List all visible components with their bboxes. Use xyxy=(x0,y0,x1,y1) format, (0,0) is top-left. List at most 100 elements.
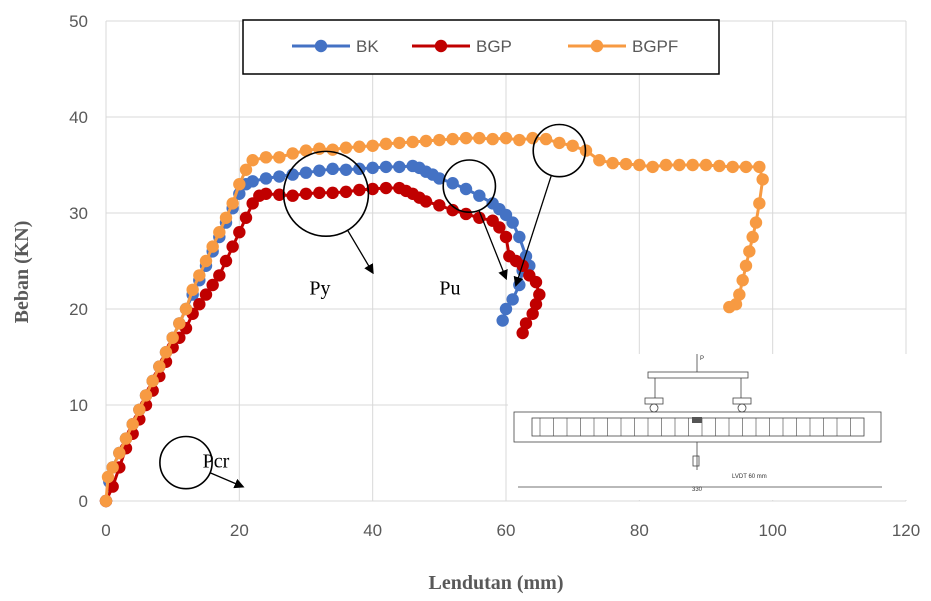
x-tick-label: 60 xyxy=(497,521,516,540)
data-point xyxy=(239,163,253,176)
data-point xyxy=(339,185,353,199)
data-point xyxy=(166,331,179,344)
annotation-layer: Py Pu Pcr xyxy=(159,123,587,490)
data-point xyxy=(473,131,486,145)
data-point xyxy=(393,136,406,150)
data-point xyxy=(473,211,486,224)
data-point xyxy=(233,178,246,191)
data-point xyxy=(146,374,159,388)
data-point xyxy=(226,240,239,253)
x-axis-title: Lendutan (mm) xyxy=(428,572,563,594)
data-point xyxy=(193,298,206,311)
legend-label: BK xyxy=(356,37,379,56)
data-point xyxy=(286,147,299,160)
data-point xyxy=(353,140,366,153)
data-point xyxy=(526,131,539,145)
data-point xyxy=(493,221,506,234)
data-point xyxy=(739,160,753,174)
data-point xyxy=(713,159,726,173)
data-point xyxy=(179,302,193,316)
data-point xyxy=(619,157,633,171)
data-point xyxy=(593,154,606,167)
data-point xyxy=(206,278,219,292)
data-point xyxy=(516,326,529,340)
data-point xyxy=(246,154,259,167)
data-point xyxy=(213,226,226,239)
data-point xyxy=(606,156,619,170)
x-ticks: 0 20 40 60 80 100 120 xyxy=(101,521,920,540)
annotation-label-pcr: Pcr xyxy=(203,450,230,472)
annotation-arrow xyxy=(478,210,508,281)
data-point xyxy=(486,132,499,146)
data-point xyxy=(533,288,546,301)
data-point xyxy=(519,250,533,263)
legend-label: BGP xyxy=(476,37,512,56)
data-point xyxy=(106,461,119,474)
beam-setup-diagram: P LVDT 60 mm 330 xyxy=(508,354,910,500)
data-point xyxy=(366,161,379,175)
data-point xyxy=(446,132,459,146)
legend: BK BGP BGPF xyxy=(242,19,720,75)
annotation-arrow xyxy=(513,175,552,287)
data-point xyxy=(433,133,446,147)
beam-stirrups xyxy=(539,418,851,436)
data-point xyxy=(529,298,543,311)
data-point xyxy=(419,134,433,148)
data-point xyxy=(756,173,769,186)
data-point xyxy=(299,187,313,200)
data-point xyxy=(313,186,326,200)
annotation-label-py: Py xyxy=(309,278,330,300)
data-point xyxy=(646,160,659,174)
data-point xyxy=(753,160,766,174)
data-point xyxy=(193,269,206,282)
data-point xyxy=(499,131,513,145)
data-point xyxy=(393,160,406,174)
data-point xyxy=(446,177,459,190)
data-point xyxy=(673,158,686,172)
highlight-circle xyxy=(282,150,370,238)
data-point xyxy=(106,480,119,493)
data-point xyxy=(299,166,313,179)
data-point xyxy=(366,139,379,152)
annotation-arrow xyxy=(347,229,374,275)
data-point xyxy=(553,136,566,150)
data-point xyxy=(219,211,233,224)
x-tick-label: 20 xyxy=(230,521,249,540)
data-point xyxy=(273,188,286,201)
data-point xyxy=(219,254,233,268)
data-point xyxy=(339,141,353,154)
data-point xyxy=(513,278,526,292)
y-tick-label: 30 xyxy=(69,204,88,223)
legend-label: BGPF xyxy=(632,37,678,56)
data-point xyxy=(259,187,273,200)
data-point xyxy=(566,139,579,152)
data-point xyxy=(433,199,446,212)
y-tick-label: 0 xyxy=(79,492,88,511)
y-axis-title: Beban (KN) xyxy=(11,221,33,324)
data-point xyxy=(299,144,313,157)
data-point xyxy=(153,360,166,373)
data-point xyxy=(259,151,273,164)
data-point xyxy=(379,137,393,151)
y-tick-label: 40 xyxy=(69,108,88,127)
series-layer xyxy=(99,131,769,508)
highlight-circle xyxy=(159,435,213,490)
y-tick-label: 10 xyxy=(69,396,88,415)
x-tick-label: 0 xyxy=(101,521,110,540)
load-label: P xyxy=(700,356,704,362)
data-point xyxy=(419,195,433,208)
data-point xyxy=(379,160,393,174)
legend-item-bk: BK xyxy=(292,37,379,56)
annotation-arrow xyxy=(209,472,245,489)
data-point xyxy=(499,302,513,316)
data-point xyxy=(459,207,473,221)
data-point xyxy=(749,216,763,229)
data-point xyxy=(199,254,213,268)
data-point xyxy=(139,389,153,402)
data-point xyxy=(529,275,543,289)
data-point xyxy=(353,183,366,197)
data-point xyxy=(126,418,139,431)
data-point xyxy=(539,132,553,146)
data-point xyxy=(753,197,766,210)
